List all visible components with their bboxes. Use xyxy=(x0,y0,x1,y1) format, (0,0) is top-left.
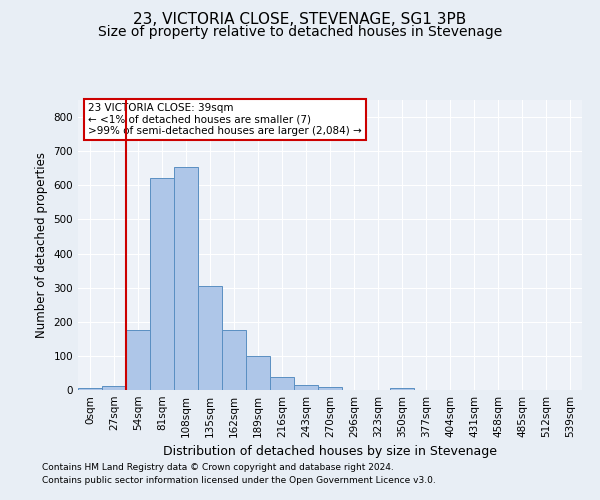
Text: 23, VICTORIA CLOSE, STEVENAGE, SG1 3PB: 23, VICTORIA CLOSE, STEVENAGE, SG1 3PB xyxy=(133,12,467,28)
Text: Contains HM Land Registry data © Crown copyright and database right 2024.: Contains HM Land Registry data © Crown c… xyxy=(42,464,394,472)
Y-axis label: Number of detached properties: Number of detached properties xyxy=(35,152,48,338)
Bar xyxy=(318,386,342,390)
Bar xyxy=(270,377,294,390)
Bar xyxy=(126,330,150,390)
Text: 23 VICTORIA CLOSE: 39sqm
← <1% of detached houses are smaller (7)
>99% of semi-d: 23 VICTORIA CLOSE: 39sqm ← <1% of detach… xyxy=(88,103,362,136)
Bar xyxy=(102,386,126,390)
Bar xyxy=(222,330,246,390)
Bar xyxy=(294,385,318,390)
Text: Contains public sector information licensed under the Open Government Licence v3: Contains public sector information licen… xyxy=(42,476,436,485)
Bar xyxy=(78,388,102,390)
X-axis label: Distribution of detached houses by size in Stevenage: Distribution of detached houses by size … xyxy=(163,446,497,458)
Text: Size of property relative to detached houses in Stevenage: Size of property relative to detached ho… xyxy=(98,25,502,39)
Bar xyxy=(150,178,174,390)
Bar xyxy=(390,388,414,390)
Bar xyxy=(198,286,222,390)
Bar xyxy=(174,166,198,390)
Bar xyxy=(246,356,270,390)
